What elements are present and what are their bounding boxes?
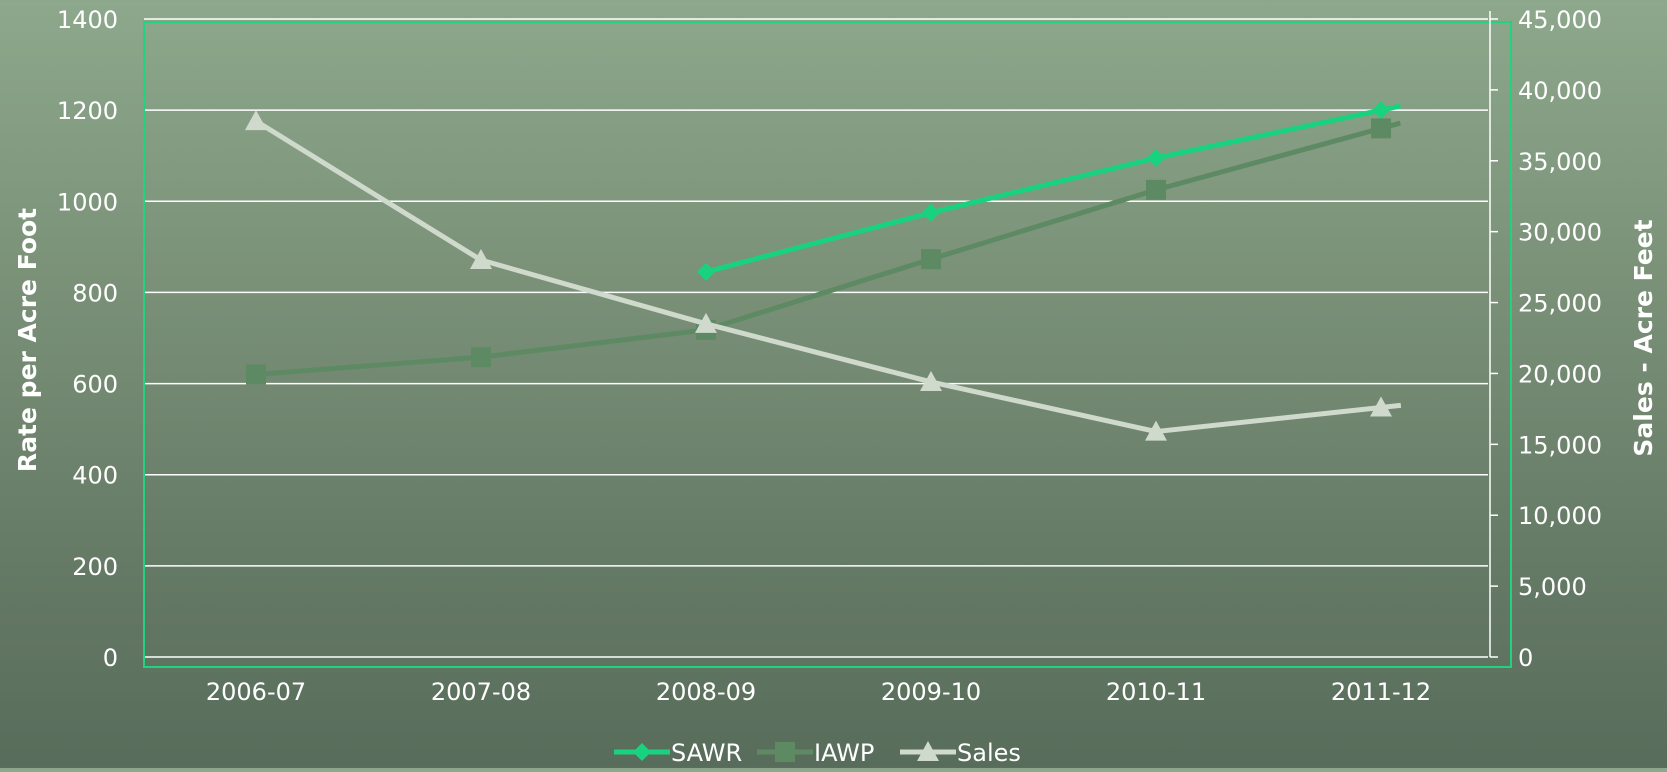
y-right-tick-label: 45,000 [1518, 6, 1602, 34]
y-right-tick-label: 40,000 [1518, 77, 1602, 105]
iawp-legend-label: IAWP [814, 739, 874, 767]
y-right-axis-title: Sales - Acre Feet [1629, 219, 1658, 456]
y-left-tick-label: 0 [103, 644, 118, 672]
plot-area-border [143, 21, 1512, 668]
y-right-tick-label: 25,000 [1518, 290, 1602, 318]
tick-labels: 0 200 400 600 800 1000 1200 1400 0 5,000 10,000 15,… [57, 6, 1602, 706]
sawr-series-line [705, 103, 1402, 275]
sales-point [695, 312, 717, 333]
y-right-tick-label: 5,000 [1518, 573, 1587, 601]
sawr-point [1147, 148, 1165, 167]
x-tick-label: 2011-12 [1331, 678, 1431, 706]
iawp-point [471, 347, 491, 368]
y-right-tick-label: 10,000 [1518, 502, 1602, 530]
sales-legend-marker [917, 741, 939, 761]
y-right-tick-label: 0 [1518, 644, 1533, 672]
iawp-legend-marker [775, 742, 795, 762]
sales-point [920, 370, 942, 391]
x-tick-label: 2006-07 [206, 678, 306, 706]
x-tick-label: 2009-10 [881, 678, 981, 706]
y-left-axis-title: Rate per Acre Foot [13, 208, 42, 472]
sawr-legend-label: SAWR [671, 739, 742, 767]
y-left-tick-label: 800 [72, 279, 118, 307]
series-lines [245, 101, 1402, 441]
sales-point [1370, 396, 1392, 417]
x-tick-label: 2010-11 [1106, 678, 1206, 706]
iawp-point [1371, 118, 1391, 139]
sawr-point [1372, 101, 1390, 120]
sales-legend-label: Sales [957, 739, 1021, 767]
sawr-legend-marker [633, 743, 651, 761]
y-left-tick-label: 200 [72, 553, 118, 581]
y-left-tick-label: 1200 [57, 97, 118, 125]
iawp-point [921, 249, 941, 270]
y-left-tick-label: 400 [72, 462, 118, 490]
y-right-tick-label: 20,000 [1518, 360, 1602, 388]
y-left-tick-label: 600 [72, 371, 118, 399]
y-left-tick-label: 1000 [57, 188, 118, 216]
gridlines [144, 18, 1488, 658]
x-tick-label: 2008-09 [656, 678, 756, 706]
iawp-point [1146, 179, 1166, 200]
iawp-series-line [255, 120, 1401, 377]
sales-point [1145, 420, 1167, 441]
y-right-tick-label: 30,000 [1518, 219, 1602, 247]
sales-point [245, 110, 267, 131]
y-left-tick-label: 1400 [57, 6, 118, 34]
x-tick-label: 2007-08 [431, 678, 531, 706]
y-right-tick-label: 35,000 [1518, 148, 1602, 176]
legend: SAWR IAWP Sales [614, 739, 1021, 767]
sales-point [470, 249, 492, 270]
y-right-tick-label: 15,000 [1518, 431, 1602, 459]
axes [1489, 11, 1498, 658]
sawr-point [697, 262, 715, 281]
iawp-point [246, 364, 266, 385]
sawr-point [922, 203, 940, 222]
